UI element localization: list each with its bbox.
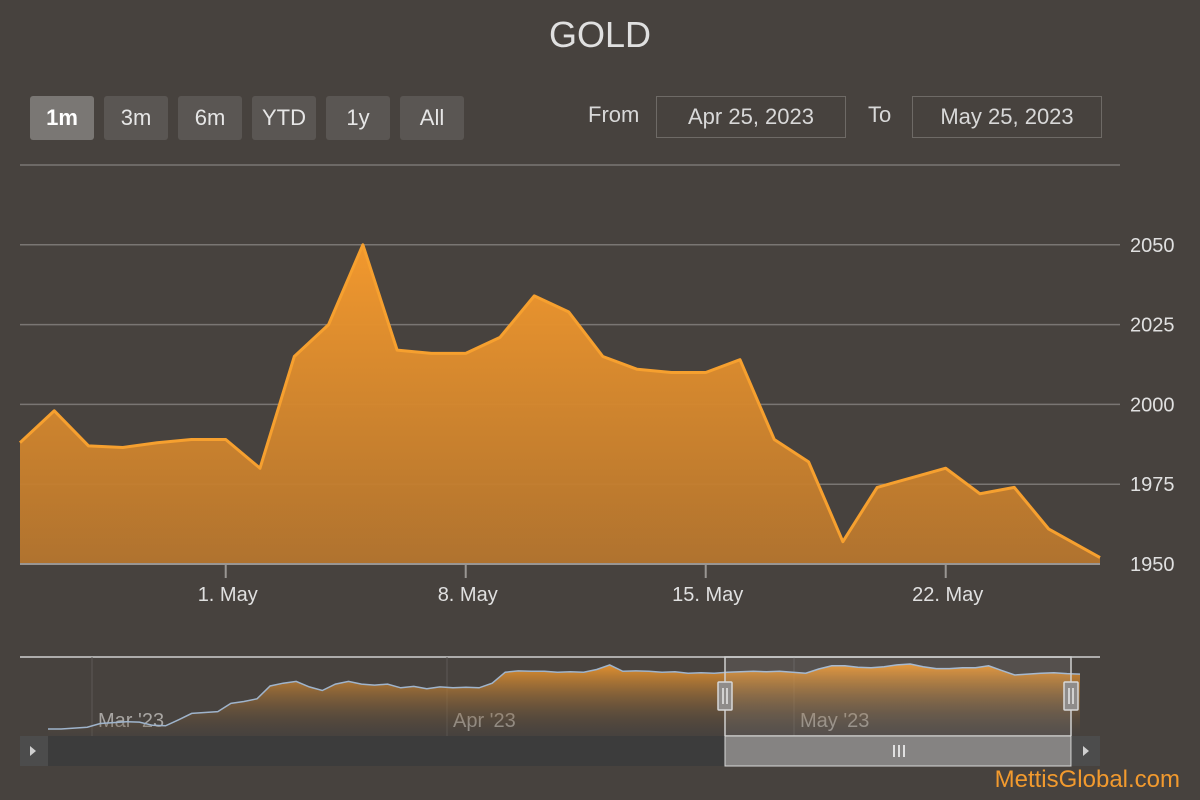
from-label: From (588, 102, 640, 127)
y-tick-label: 1950 (1130, 554, 1175, 576)
price-line (18, 243, 1101, 559)
y-tick-label: 1975 (1130, 474, 1175, 496)
y-tick-label: 2000 (1130, 394, 1175, 416)
price-series (18, 243, 1101, 565)
navigator-right-handle (1063, 681, 1079, 711)
y-tick-label: 2050 (1130, 235, 1175, 257)
x-tick-label: 1. May (198, 584, 258, 606)
navigator[interactable]: Mar '23Apr '23May '23 (20, 656, 1100, 767)
navigator-selection (724, 656, 1072, 737)
axes: 1950 1975 2000 2025 2050 1. May 8. May 15. May 2… (20, 235, 1175, 606)
navigator-left-handle (717, 681, 733, 711)
y-tick-label: 2025 (1130, 315, 1175, 337)
chevron-right-icon (1083, 746, 1089, 756)
price-area-fill (20, 244, 1100, 565)
chevron-left-icon (30, 746, 36, 756)
range-button-ytd[interactable]: YTD (252, 96, 316, 140)
to-date-input[interactable] (912, 96, 1102, 138)
navigator-line (48, 663, 1081, 730)
range-button-3m[interactable]: 3m (104, 96, 168, 140)
scrollbar-thumb (724, 735, 1072, 767)
watermark: MettisGlobal.com (994, 766, 1180, 793)
chart-title: GOLD (548, 14, 652, 55)
range-button-1m[interactable]: 1m (30, 96, 94, 140)
range-button-all[interactable]: All (400, 96, 464, 140)
x-tick-label: 22. May (912, 584, 983, 606)
range-button-1y[interactable]: 1y (326, 96, 390, 140)
range-button-6m[interactable]: 6m (178, 96, 242, 140)
to-label: To (868, 102, 892, 127)
x-tick-label: 15. May (672, 584, 743, 606)
x-tick-label: 8. May (438, 584, 498, 606)
from-date-input[interactable] (656, 96, 846, 138)
navigator-area-fill (48, 664, 1080, 736)
